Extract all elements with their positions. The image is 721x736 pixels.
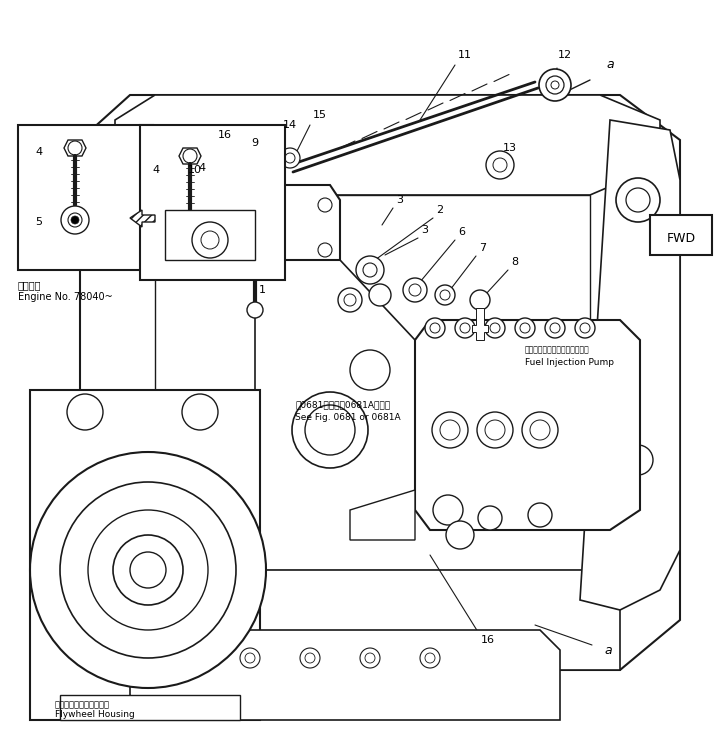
Circle shape bbox=[280, 148, 300, 168]
Circle shape bbox=[227, 197, 283, 253]
Polygon shape bbox=[30, 390, 260, 720]
Bar bbox=[650, 215, 712, 255]
Circle shape bbox=[369, 284, 391, 306]
Circle shape bbox=[470, 290, 490, 310]
Circle shape bbox=[435, 285, 455, 305]
Bar bbox=[140, 125, 285, 280]
Circle shape bbox=[515, 318, 535, 338]
Circle shape bbox=[432, 412, 468, 448]
Text: 4: 4 bbox=[152, 165, 159, 175]
Polygon shape bbox=[195, 185, 340, 260]
Text: 15: 15 bbox=[313, 110, 327, 120]
Circle shape bbox=[420, 648, 440, 668]
Bar bbox=[18, 125, 153, 270]
Text: 第0681図または0681A図参照: 第0681図または0681A図参照 bbox=[295, 400, 390, 409]
Circle shape bbox=[240, 648, 260, 668]
Circle shape bbox=[182, 394, 218, 430]
Circle shape bbox=[30, 452, 266, 688]
Circle shape bbox=[477, 412, 513, 448]
Circle shape bbox=[360, 648, 380, 668]
Circle shape bbox=[338, 288, 362, 312]
Circle shape bbox=[486, 151, 514, 179]
Text: Fuel Injection Pump: Fuel Injection Pump bbox=[525, 358, 614, 367]
Circle shape bbox=[68, 213, 82, 227]
Circle shape bbox=[192, 222, 228, 258]
Circle shape bbox=[545, 318, 565, 338]
Circle shape bbox=[455, 318, 475, 338]
Polygon shape bbox=[130, 210, 155, 227]
Circle shape bbox=[67, 394, 103, 430]
Circle shape bbox=[258, 155, 278, 175]
Circle shape bbox=[61, 206, 89, 234]
Circle shape bbox=[231, 159, 249, 177]
Text: フライキールハウジング: フライキールハウジング bbox=[55, 700, 110, 709]
Polygon shape bbox=[350, 490, 415, 540]
Text: a: a bbox=[604, 643, 612, 657]
Polygon shape bbox=[580, 120, 680, 610]
Bar bbox=[165, 210, 255, 260]
Circle shape bbox=[318, 198, 332, 212]
Text: a: a bbox=[606, 58, 614, 71]
Circle shape bbox=[208, 243, 222, 257]
Circle shape bbox=[446, 521, 474, 549]
Text: 1: 1 bbox=[259, 285, 265, 295]
Text: 2: 2 bbox=[436, 205, 443, 215]
Text: 13: 13 bbox=[503, 143, 517, 153]
Circle shape bbox=[300, 648, 320, 668]
Polygon shape bbox=[64, 140, 86, 156]
Text: フェルインジェクションポンプ: フェルインジェクションポンプ bbox=[525, 345, 590, 354]
Circle shape bbox=[113, 535, 183, 605]
Circle shape bbox=[210, 165, 230, 185]
Text: 9: 9 bbox=[252, 138, 259, 148]
Circle shape bbox=[551, 81, 559, 89]
Text: 3: 3 bbox=[397, 195, 404, 205]
Circle shape bbox=[318, 243, 332, 257]
Circle shape bbox=[528, 503, 552, 527]
Circle shape bbox=[208, 198, 222, 212]
Text: 4: 4 bbox=[35, 147, 42, 157]
Circle shape bbox=[623, 445, 653, 475]
Circle shape bbox=[485, 318, 505, 338]
Text: 14: 14 bbox=[283, 120, 297, 130]
Text: 16: 16 bbox=[218, 130, 232, 140]
Circle shape bbox=[350, 350, 390, 390]
Text: 5: 5 bbox=[35, 217, 42, 227]
Text: 3: 3 bbox=[422, 225, 428, 235]
Polygon shape bbox=[415, 320, 640, 530]
Polygon shape bbox=[115, 95, 660, 195]
Polygon shape bbox=[100, 570, 620, 670]
Circle shape bbox=[292, 392, 368, 468]
Text: 6: 6 bbox=[459, 227, 466, 237]
Text: 8: 8 bbox=[511, 257, 518, 267]
Text: 12: 12 bbox=[558, 50, 572, 60]
Circle shape bbox=[247, 302, 263, 318]
Circle shape bbox=[425, 318, 445, 338]
Circle shape bbox=[575, 318, 595, 338]
Text: Flywheel Housing: Flywheel Housing bbox=[55, 710, 135, 719]
Text: 適用号機: 適用号機 bbox=[18, 280, 42, 290]
Text: 4: 4 bbox=[198, 163, 205, 173]
Text: 16: 16 bbox=[481, 635, 495, 645]
Circle shape bbox=[403, 278, 427, 302]
Circle shape bbox=[616, 178, 660, 222]
Polygon shape bbox=[155, 195, 590, 570]
Text: See Fig. 0681 or 0681A: See Fig. 0681 or 0681A bbox=[295, 413, 401, 422]
Polygon shape bbox=[80, 95, 680, 670]
Circle shape bbox=[71, 216, 79, 224]
Circle shape bbox=[522, 412, 558, 448]
Circle shape bbox=[433, 495, 463, 525]
Circle shape bbox=[478, 506, 502, 530]
Text: 10: 10 bbox=[188, 165, 202, 175]
Text: 11: 11 bbox=[458, 50, 472, 60]
Circle shape bbox=[539, 69, 571, 101]
Text: FWD: FWD bbox=[666, 232, 696, 244]
Circle shape bbox=[356, 256, 384, 284]
Polygon shape bbox=[60, 695, 240, 720]
Circle shape bbox=[201, 186, 219, 204]
Text: Engine No. 78040~: Engine No. 78040~ bbox=[18, 292, 112, 302]
Polygon shape bbox=[130, 630, 560, 720]
Polygon shape bbox=[179, 148, 201, 164]
Text: 7: 7 bbox=[479, 243, 487, 253]
Polygon shape bbox=[472, 308, 488, 340]
